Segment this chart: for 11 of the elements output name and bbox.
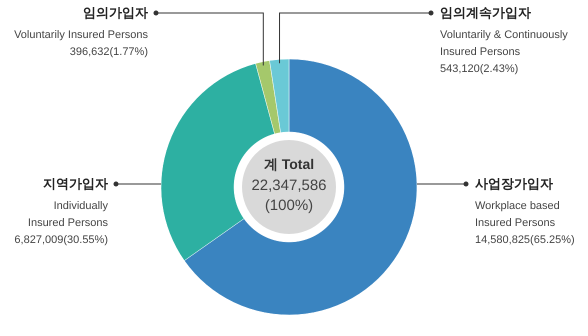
slice-label: 임의가입자 Voluntarily Insured Persons: [14, 5, 148, 41]
slice-label: 사업장가입자 Workplace based Insured Persons: [475, 176, 560, 229]
text: (100%): [264, 197, 314, 214]
data-label: 14,580,825(65.25%): [475, 234, 575, 246]
slice-label: 임의계속가입자 Voluntarily & Continuously Insured Persons: [440, 5, 568, 58]
data-label: 543,120(2.43%): [440, 63, 518, 75]
text: 계 Total: [264, 156, 314, 172]
text: 22,347,586: [251, 177, 327, 194]
slice-label: 지역가입자 Individually Insured Persons: [28, 176, 108, 229]
data-label: 396,632(1.77%): [70, 46, 148, 58]
data-label: 6,827,009(30.55%): [14, 234, 108, 246]
